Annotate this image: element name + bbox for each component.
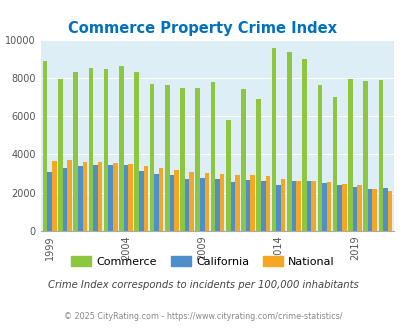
Bar xyxy=(149,83,154,231)
Bar xyxy=(321,183,326,231)
Bar xyxy=(62,168,67,231)
Bar xyxy=(43,61,47,231)
Bar xyxy=(317,84,321,231)
Bar xyxy=(104,69,108,231)
Bar xyxy=(326,182,330,231)
Bar xyxy=(311,182,315,231)
Bar xyxy=(158,168,163,231)
Bar xyxy=(98,162,102,231)
Bar xyxy=(302,59,306,231)
Text: © 2025 CityRating.com - https://www.cityrating.com/crime-statistics/: © 2025 CityRating.com - https://www.city… xyxy=(64,312,341,321)
Bar xyxy=(124,165,128,231)
Bar xyxy=(154,174,158,231)
Bar xyxy=(113,163,117,231)
Bar xyxy=(234,175,239,231)
Bar xyxy=(47,172,52,231)
Bar xyxy=(143,166,148,231)
Bar xyxy=(295,181,300,231)
Bar xyxy=(180,88,184,231)
Bar xyxy=(356,185,361,231)
Text: Commerce Property Crime Index: Commerce Property Crime Index xyxy=(68,21,337,36)
Bar xyxy=(276,185,280,231)
Bar xyxy=(382,188,387,231)
Bar xyxy=(367,189,371,231)
Legend: Commerce, California, National: Commerce, California, National xyxy=(66,251,339,271)
Bar xyxy=(164,84,169,231)
Bar xyxy=(200,178,204,231)
Bar xyxy=(67,160,72,231)
Bar xyxy=(204,173,209,231)
Bar xyxy=(210,82,215,231)
Bar xyxy=(189,173,194,231)
Bar xyxy=(128,164,132,231)
Bar xyxy=(119,66,124,231)
Bar xyxy=(82,162,87,231)
Bar xyxy=(139,171,143,231)
Bar xyxy=(306,181,311,231)
Bar xyxy=(215,179,220,231)
Bar xyxy=(286,52,291,231)
Bar xyxy=(352,187,356,231)
Bar xyxy=(245,180,250,231)
Bar xyxy=(93,165,98,231)
Bar xyxy=(220,174,224,231)
Bar xyxy=(271,48,276,231)
Bar xyxy=(362,81,367,231)
Bar xyxy=(280,179,285,231)
Bar xyxy=(174,170,178,231)
Bar xyxy=(195,88,200,231)
Bar xyxy=(291,181,295,231)
Bar xyxy=(377,80,382,231)
Bar xyxy=(184,179,189,231)
Bar xyxy=(230,182,234,231)
Text: Crime Index corresponds to incidents per 100,000 inhabitants: Crime Index corresponds to incidents per… xyxy=(47,280,358,290)
Bar xyxy=(341,184,345,231)
Bar xyxy=(265,177,270,231)
Bar xyxy=(58,79,62,231)
Bar xyxy=(256,99,260,231)
Bar xyxy=(332,97,337,231)
Bar xyxy=(78,166,82,231)
Bar xyxy=(260,181,265,231)
Bar xyxy=(337,185,341,231)
Bar xyxy=(250,176,254,231)
Bar xyxy=(347,79,352,231)
Bar xyxy=(226,120,230,231)
Bar xyxy=(88,68,93,231)
Bar xyxy=(52,161,56,231)
Bar xyxy=(134,72,139,231)
Bar xyxy=(387,191,391,231)
Bar xyxy=(108,165,113,231)
Bar xyxy=(371,189,376,231)
Bar xyxy=(241,89,245,231)
Bar xyxy=(73,72,78,231)
Bar xyxy=(169,176,174,231)
